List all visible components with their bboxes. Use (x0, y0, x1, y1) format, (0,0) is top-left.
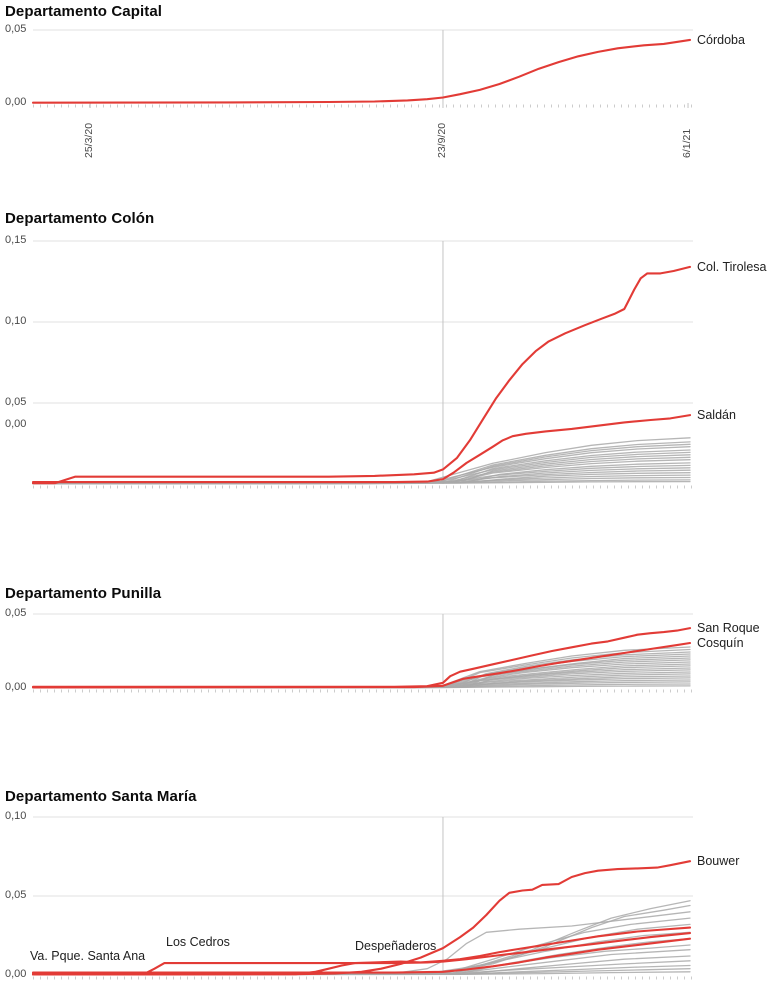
locality-line-other (32, 459, 691, 485)
locality-line-other (32, 911, 691, 975)
locality-line-highlight (31, 860, 692, 976)
series-label-inline: Los Cedros (166, 935, 230, 949)
y-axis-tick-label: 0,05 (5, 396, 27, 408)
y-axis-tick-label: 0,00 (5, 417, 27, 430)
y-axis-tick-label: 0,15 (5, 234, 27, 246)
series-label: Cosquín (697, 636, 744, 650)
y-axis-tick-label: 0,10 (5, 315, 27, 327)
locality-line-highlight (31, 926, 692, 976)
y-axis-tick-label: 0,05 (5, 889, 27, 901)
locality-line-highlight (31, 38, 692, 104)
series-label: Col. Tirolesa (697, 259, 767, 274)
x-axis-tick-label: 6/1/21 (681, 128, 694, 158)
y-axis-tick-label: 0,10 (5, 810, 27, 822)
locality-line-highlight (31, 414, 692, 484)
series-label-inline: Va. Pque. Santa Ana (30, 949, 146, 963)
series-label: Córdoba (697, 32, 745, 47)
x-axis-tick-label: 23/9/20 (435, 122, 448, 158)
chart-title-santa-maria: Departamento Santa María (5, 788, 197, 805)
y-axis-tick-label: 0,00 (5, 681, 27, 693)
locality-line-highlight (31, 627, 692, 688)
x-axis-tick-label: 25/3/20 (83, 122, 96, 158)
series-label: Saldán (697, 408, 736, 423)
chart-title-punilla: Departamento Punilla (5, 585, 162, 602)
y-axis-tick-label: 0,00 (5, 968, 27, 980)
series-label-inline: Despeñaderos (355, 939, 437, 953)
y-axis-tick-label: 0,05 (5, 607, 27, 619)
series-label: San Roque (697, 621, 760, 636)
locality-line-highlight (31, 265, 692, 485)
y-axis-tick-label: 0,00 (5, 96, 27, 108)
locality-line-highlight (31, 937, 692, 974)
locality-line-other (32, 480, 691, 485)
series-label: Bouwer (697, 854, 740, 869)
y-axis-tick-label: 0,05 (5, 23, 27, 35)
chart-title-capital: Departamento Capital (5, 3, 163, 20)
chart-title-colon: Departamento Colón (5, 210, 155, 227)
locality-line-highlight (31, 641, 692, 689)
locality-line-highlight (31, 932, 692, 975)
